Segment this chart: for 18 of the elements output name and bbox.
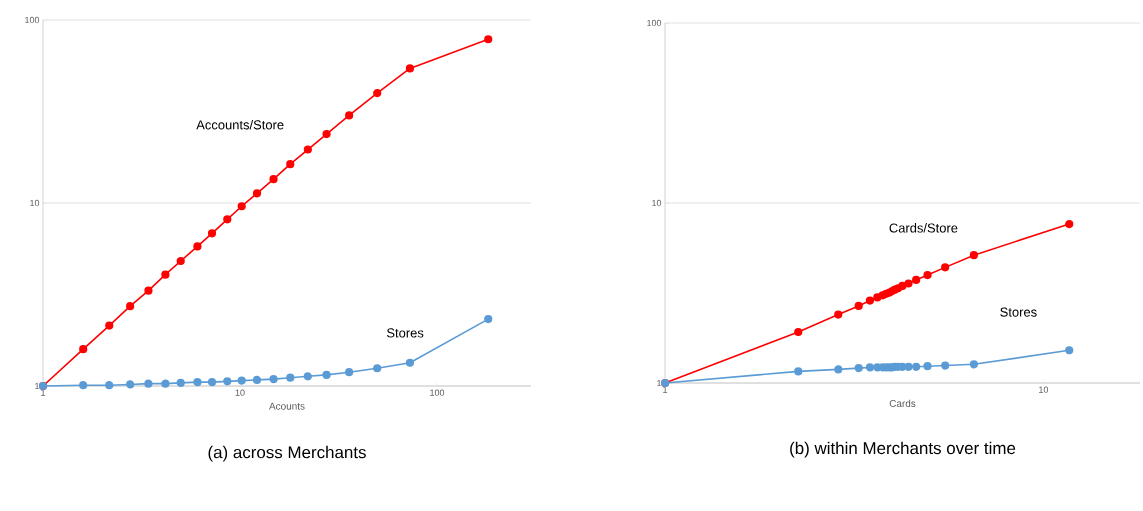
x-tick-label: 100 (430, 389, 445, 396)
text: (a) across Merchants (208, 445, 366, 462)
text: Accounts/Store (196, 119, 284, 130)
y-tick-label: 100 (25, 16, 40, 24)
y-tick-label: 1 (657, 379, 662, 387)
series-label: Cards/Store (889, 223, 958, 233)
series-label: Stores (386, 328, 424, 338)
y-tick-label: 100 (647, 19, 662, 27)
x-axis-title: Cards (889, 399, 916, 408)
text: Stores (1000, 307, 1037, 317)
x-tick-label: 10 (235, 389, 245, 396)
x-tick-label: 10 (1039, 386, 1049, 393)
x-tick-label: 1 (41, 389, 46, 396)
y-tick-label: 10 (30, 199, 40, 207)
x-axis-title: Acounts (269, 402, 305, 410)
x-tick-label: 1 (663, 386, 668, 393)
y-tick-label: 10 (652, 199, 662, 207)
text: (b) within Merchants over time (790, 441, 1016, 458)
